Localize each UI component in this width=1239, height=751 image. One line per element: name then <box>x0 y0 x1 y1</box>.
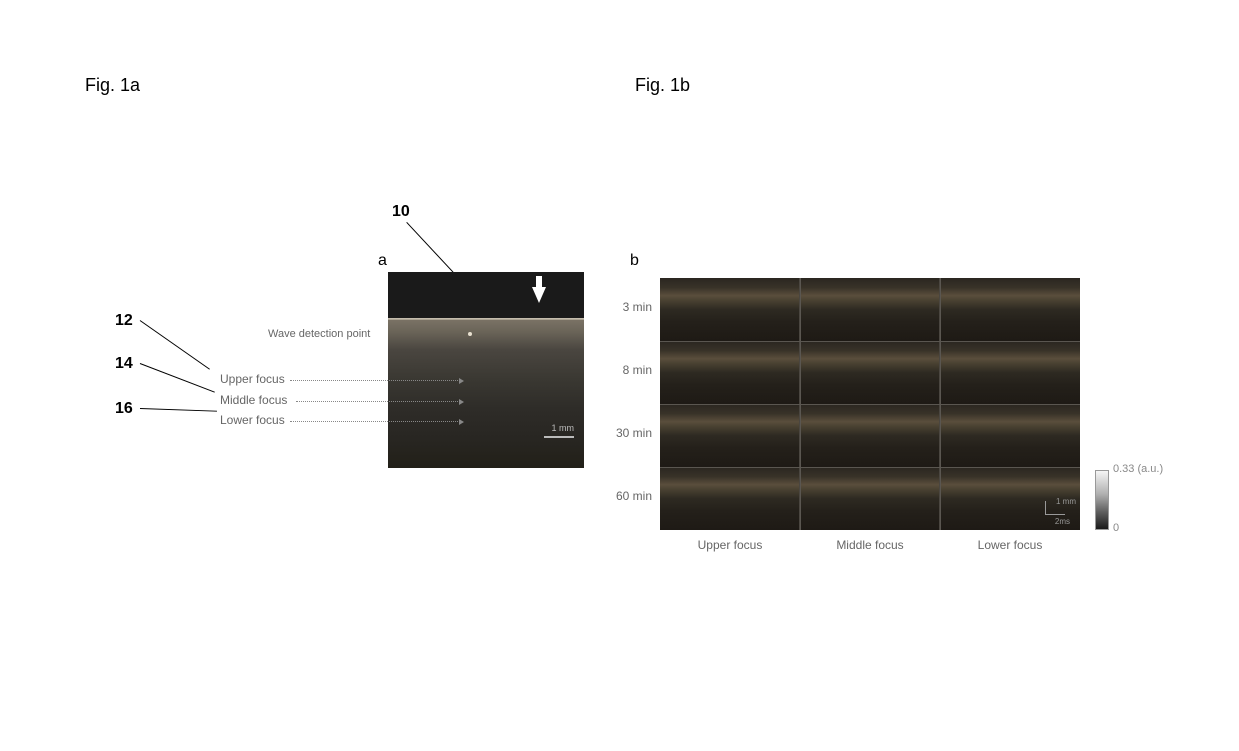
figure-1a-title: Fig. 1a <box>85 75 140 96</box>
colorbar-max-label: 0.33 (a.u.) <box>1113 463 1163 475</box>
grid-divider-h2 <box>660 404 1080 405</box>
row-label-3: 30 min <box>602 426 652 440</box>
panel-b-cell-3-1 <box>660 404 800 467</box>
lower-focus-label: Lower focus <box>220 413 285 427</box>
leader-line-16 <box>140 408 217 412</box>
panel-b-cell-1-2 <box>800 278 940 341</box>
excitation-arrow-head <box>532 287 546 303</box>
colorbar <box>1095 470 1109 530</box>
upper-focus-arrow <box>290 380 460 381</box>
callout-16: 16 <box>115 400 133 418</box>
row-label-4: 60 min <box>602 489 652 503</box>
grid-divider-v2 <box>940 278 941 530</box>
middle-focus-label: Middle focus <box>220 393 287 407</box>
panel-b-scale-y-label: 1 mm <box>1056 497 1076 506</box>
panel-b-cell-1-1 <box>660 278 800 341</box>
wave-detection-dot <box>468 332 472 336</box>
panel-b-row-3 <box>660 404 1080 467</box>
col-label-1: Upper focus <box>660 538 800 552</box>
panel-b-cell-1-3 <box>940 278 1080 341</box>
leader-line-12 <box>140 320 210 370</box>
panel-b-cell-3-3 <box>940 404 1080 467</box>
wave-detection-label: Wave detection point <box>268 328 370 340</box>
panel-b-label: b <box>630 252 639 270</box>
figure-1b-title: Fig. 1b <box>635 75 690 96</box>
colorbar-min-label: 0 <box>1113 522 1119 534</box>
col-label-2: Middle focus <box>800 538 940 552</box>
panel-a-scalebar <box>544 436 574 438</box>
callout-10: 10 <box>392 203 410 221</box>
panel-b-cell-2-3 <box>940 341 1080 404</box>
callout-14: 14 <box>115 355 133 373</box>
grid-divider-h1 <box>660 341 1080 342</box>
grid-divider-h3 <box>660 467 1080 468</box>
row-label-1: 3 min <box>602 300 652 314</box>
panel-a-label: a <box>378 252 387 270</box>
panel-b-cell-4-2 <box>800 467 940 530</box>
lower-focus-arrow <box>290 421 460 422</box>
panel-b-row-4 <box>660 467 1080 530</box>
panel-b-cell-2-2 <box>800 341 940 404</box>
panel-a-sample-region <box>388 320 584 468</box>
panel-b-row-2 <box>660 341 1080 404</box>
panel-b-cell-3-2 <box>800 404 940 467</box>
row-label-2: 8 min <box>602 363 652 377</box>
panel-a-scalebar-label: 1 mm <box>552 423 575 433</box>
leader-line-14 <box>140 363 215 393</box>
panel-b-scale-x-label: 2ms <box>1055 517 1070 526</box>
panel-b-row-1 <box>660 278 1080 341</box>
callout-12: 12 <box>115 312 133 330</box>
middle-focus-arrow <box>296 401 460 402</box>
upper-focus-label: Upper focus <box>220 372 285 386</box>
grid-divider-v1 <box>800 278 801 530</box>
panel-b-cell-4-1 <box>660 467 800 530</box>
col-label-3: Lower focus <box>940 538 1080 552</box>
panel-a-image: 1 mm <box>388 272 584 468</box>
panel-b-cell-2-1 <box>660 341 800 404</box>
